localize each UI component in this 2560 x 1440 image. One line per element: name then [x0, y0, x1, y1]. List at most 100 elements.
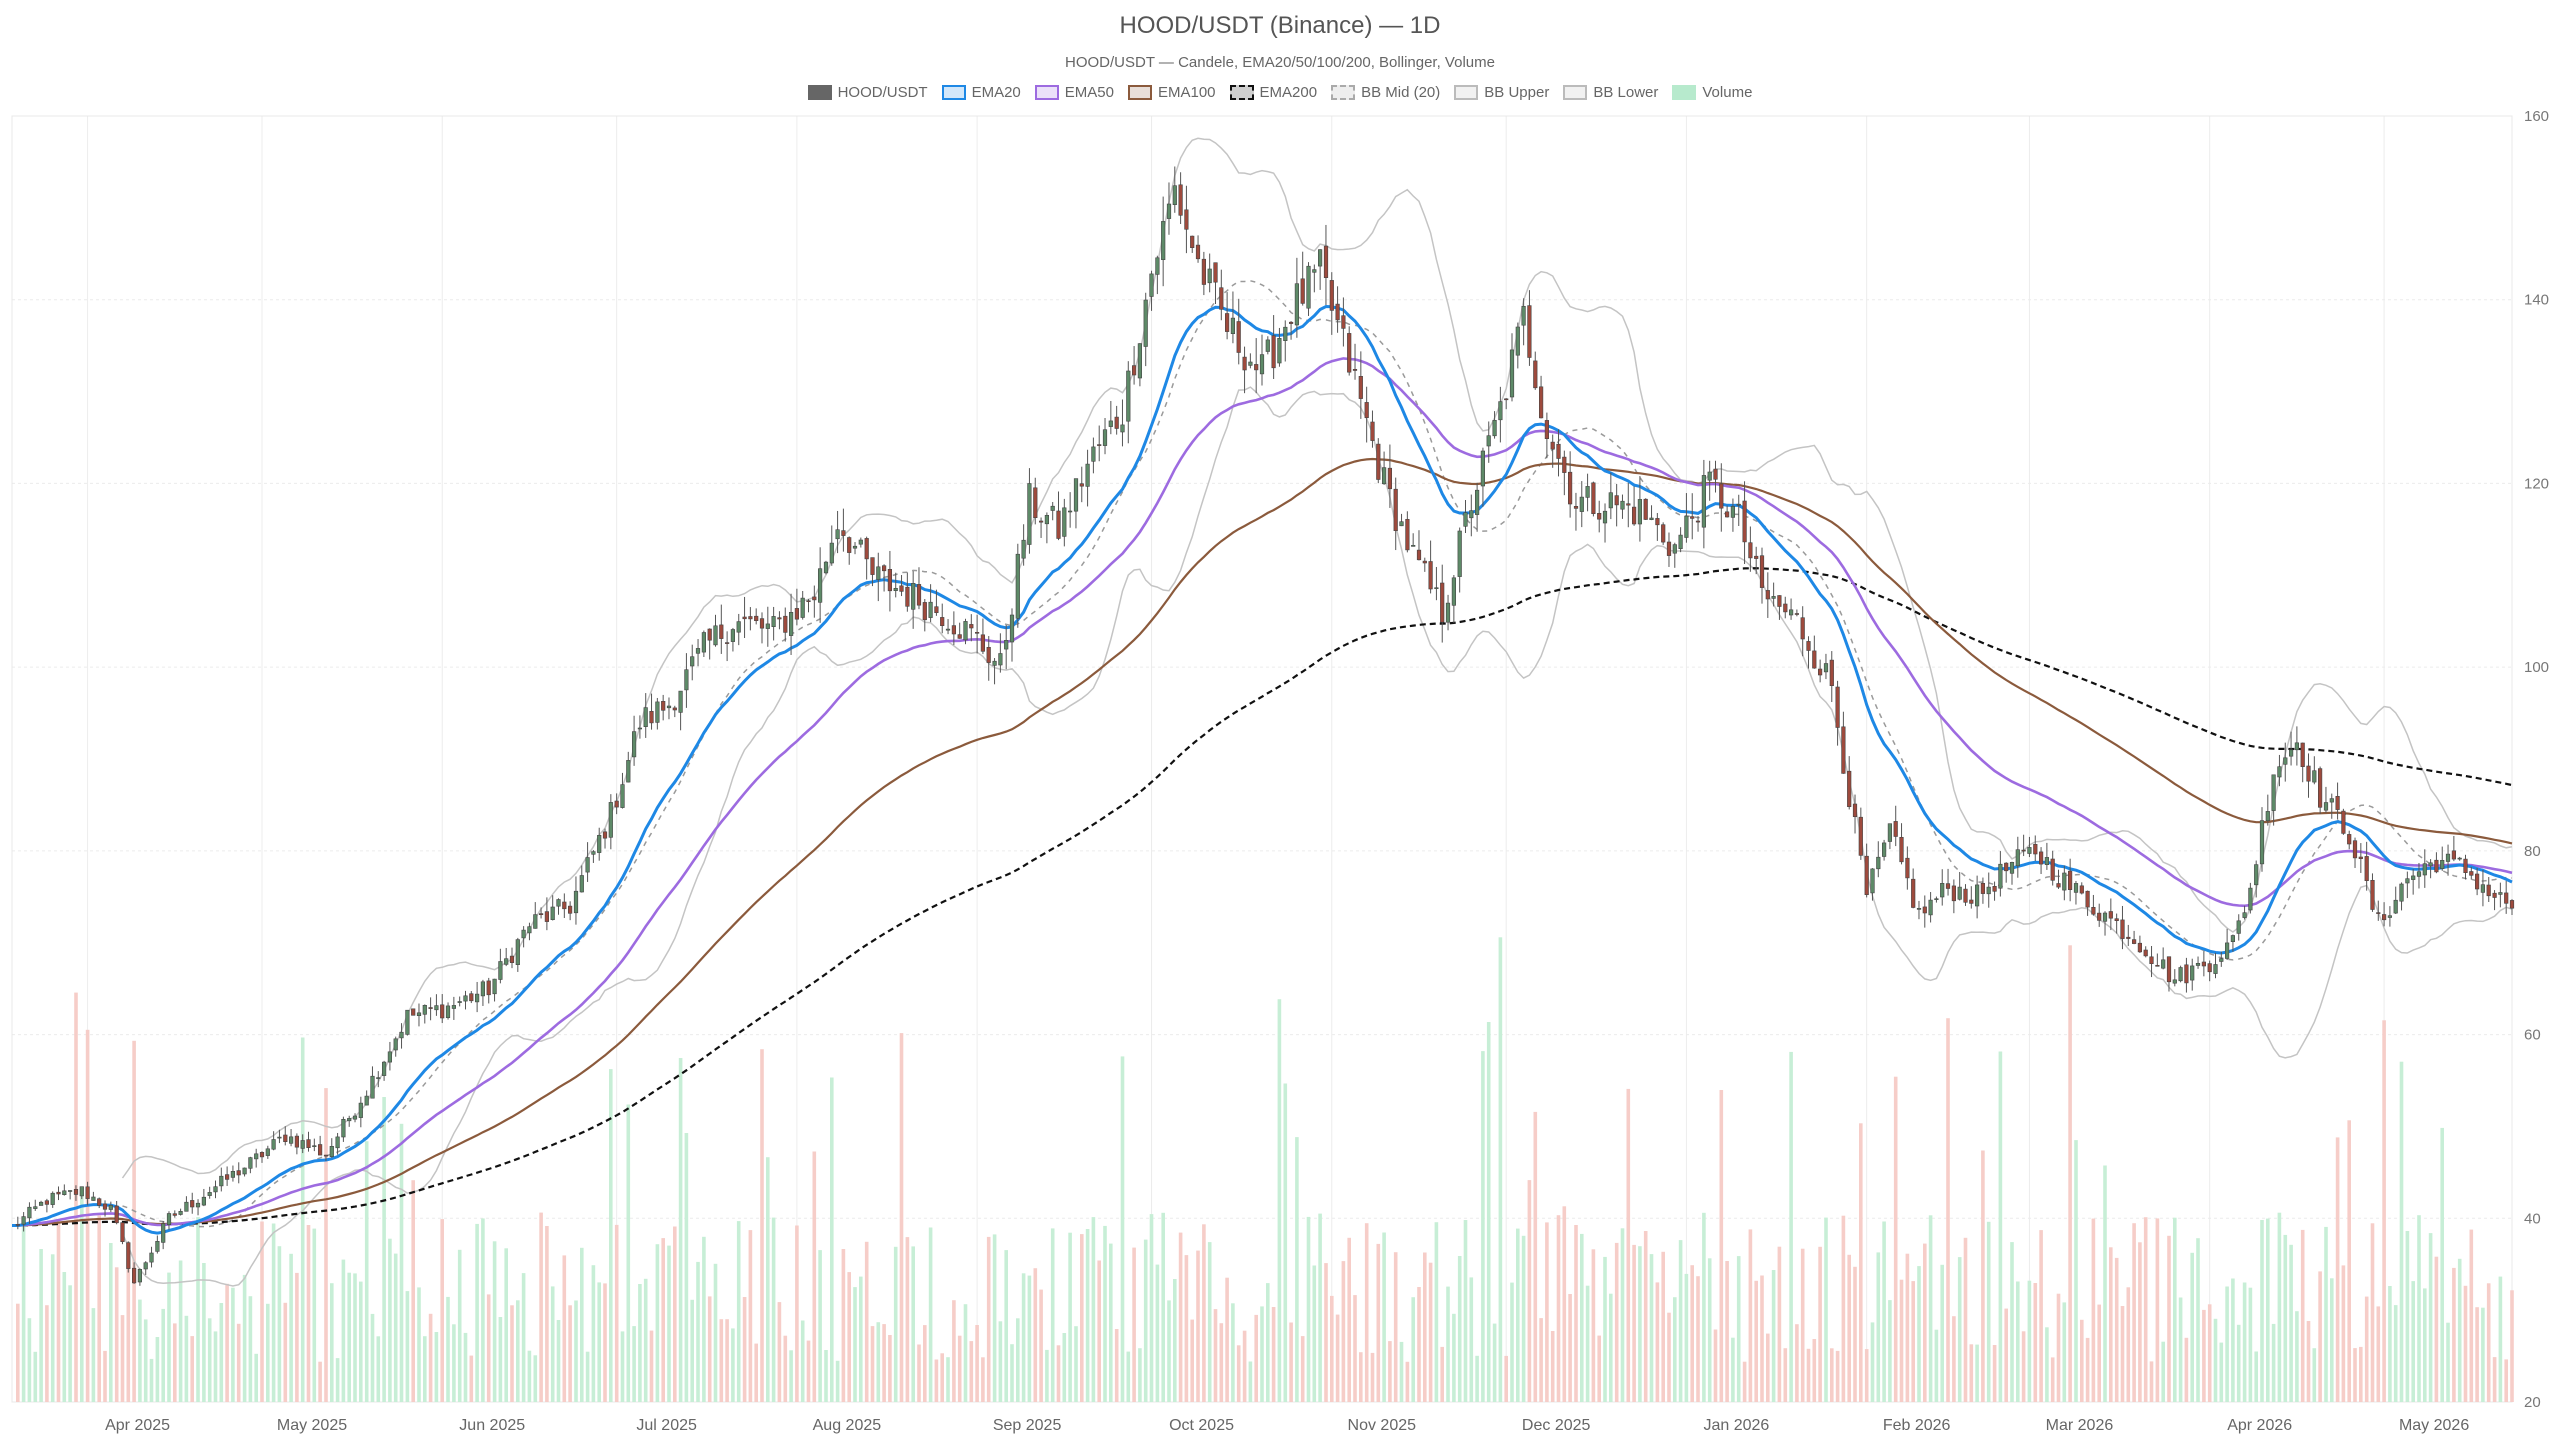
candle — [1911, 868, 1916, 909]
legend-item-ema50[interactable]: EMA50 — [1034, 84, 1114, 101]
candle — [719, 604, 724, 654]
volume-bar — [2231, 1278, 2235, 1402]
candle — [1852, 794, 1858, 834]
legend-item-bb-lower[interactable]: BB Lower — [1563, 84, 1658, 101]
legend-item-ema200[interactable]: EMA200 — [1229, 84, 1317, 101]
volume-bar — [1248, 1361, 1253, 1402]
volume-bar — [911, 1246, 915, 1402]
candle — [1248, 353, 1253, 369]
candle — [1056, 491, 1061, 541]
volume-bar — [347, 1272, 351, 1402]
candle — [1294, 257, 1299, 338]
volume-bar — [1370, 1352, 1375, 1402]
volume-bar — [986, 1236, 991, 1402]
candle — [980, 618, 985, 655]
candle — [451, 996, 457, 1020]
candle — [1777, 595, 1782, 620]
candle — [2225, 928, 2230, 961]
volume-bar — [1347, 1237, 1351, 1402]
volume-bar — [1434, 1222, 1439, 1402]
candle — [2341, 808, 2346, 835]
legend-item-bb-upper[interactable]: BB Upper — [1454, 84, 1549, 101]
volume-bar — [1178, 1232, 1183, 1402]
candle — [945, 619, 951, 635]
candle — [1893, 805, 1898, 847]
candle — [2364, 841, 2369, 891]
volume-bar — [1800, 1248, 1805, 1402]
volume-bar — [1550, 1331, 1555, 1402]
volume-bar — [1783, 1348, 1788, 1402]
candle — [1835, 680, 1840, 746]
candle — [1713, 460, 1718, 493]
candle — [1225, 292, 1230, 340]
legend-swatch-volume — [1672, 85, 1697, 100]
volume-bar — [882, 1324, 886, 1402]
legend-item-volume[interactable]: Volume — [1672, 84, 1752, 101]
candle — [1794, 609, 1799, 617]
candle — [858, 537, 863, 548]
volume-bar — [1847, 1254, 1851, 1402]
volume-bar — [1004, 1250, 1008, 1402]
candle — [225, 1166, 230, 1186]
candle — [556, 898, 561, 915]
candle — [1126, 361, 1131, 444]
volume-bar — [1504, 1355, 1508, 1402]
volume-bar — [2120, 1306, 2125, 1402]
candle — [1172, 166, 1177, 213]
volume-bar — [1312, 1265, 1317, 1402]
candle — [800, 590, 805, 620]
legend-item-hood-usdt[interactable]: HOOD/USDT — [807, 84, 928, 101]
volume-bar — [2213, 1318, 2218, 1402]
candle — [381, 1060, 387, 1081]
candle — [1789, 598, 1794, 620]
volume-bar — [2056, 1293, 2061, 1402]
candle — [1998, 851, 2003, 897]
candle — [1306, 262, 1311, 316]
candle — [1027, 468, 1032, 554]
candle — [2195, 956, 2201, 969]
volume-bar — [120, 1315, 125, 1402]
volume-bar — [899, 1033, 904, 1402]
candle — [1219, 269, 1224, 321]
candle — [1155, 255, 1160, 295]
volume-bar — [1446, 1286, 1450, 1402]
volume-bar — [423, 1336, 427, 1402]
volume-bar — [1219, 1323, 1224, 1402]
candle — [1021, 524, 1026, 566]
volume-bar — [155, 1337, 160, 1402]
volume-bar — [2353, 1348, 2357, 1402]
candle — [1818, 659, 1823, 683]
candle — [474, 981, 480, 1013]
candle — [1934, 896, 1939, 903]
candle — [1980, 877, 1985, 904]
volume-bar — [1690, 1265, 1694, 1402]
candle — [905, 572, 910, 612]
legend-item-bb-mid-20[interactable]: BB Mid (20) — [1331, 84, 1440, 101]
legend-item-ema20[interactable]: EMA20 — [941, 84, 1021, 101]
volume-bar — [2004, 1308, 2008, 1402]
candle — [1759, 547, 1765, 604]
candle — [1137, 343, 1142, 387]
candle — [1039, 517, 1044, 538]
candle — [2143, 946, 2148, 958]
volume-bar — [1388, 1341, 1392, 1402]
volume-bar — [626, 1104, 631, 1402]
volume-bar — [498, 1317, 503, 1402]
candle — [347, 1115, 352, 1127]
candle — [1207, 253, 1212, 293]
legend-item-ema100[interactable]: EMA100 — [1127, 84, 1216, 101]
volume-bar — [1527, 1180, 1532, 1402]
volume-bar — [2434, 1256, 2439, 1402]
volume-bar — [1545, 1222, 1549, 1402]
candle — [126, 1241, 131, 1273]
volume-bar — [335, 1358, 340, 1402]
candle — [573, 876, 579, 925]
candle — [1928, 892, 1933, 923]
chart-subtitle: HOOD/USDT — Candele, EMA20/50/100/200, B… — [1065, 54, 1495, 71]
candle — [504, 947, 509, 967]
candle — [916, 567, 922, 610]
candle — [1085, 449, 1090, 507]
candle — [457, 996, 462, 1007]
volume-bar — [283, 1302, 288, 1402]
candle — [661, 694, 666, 721]
